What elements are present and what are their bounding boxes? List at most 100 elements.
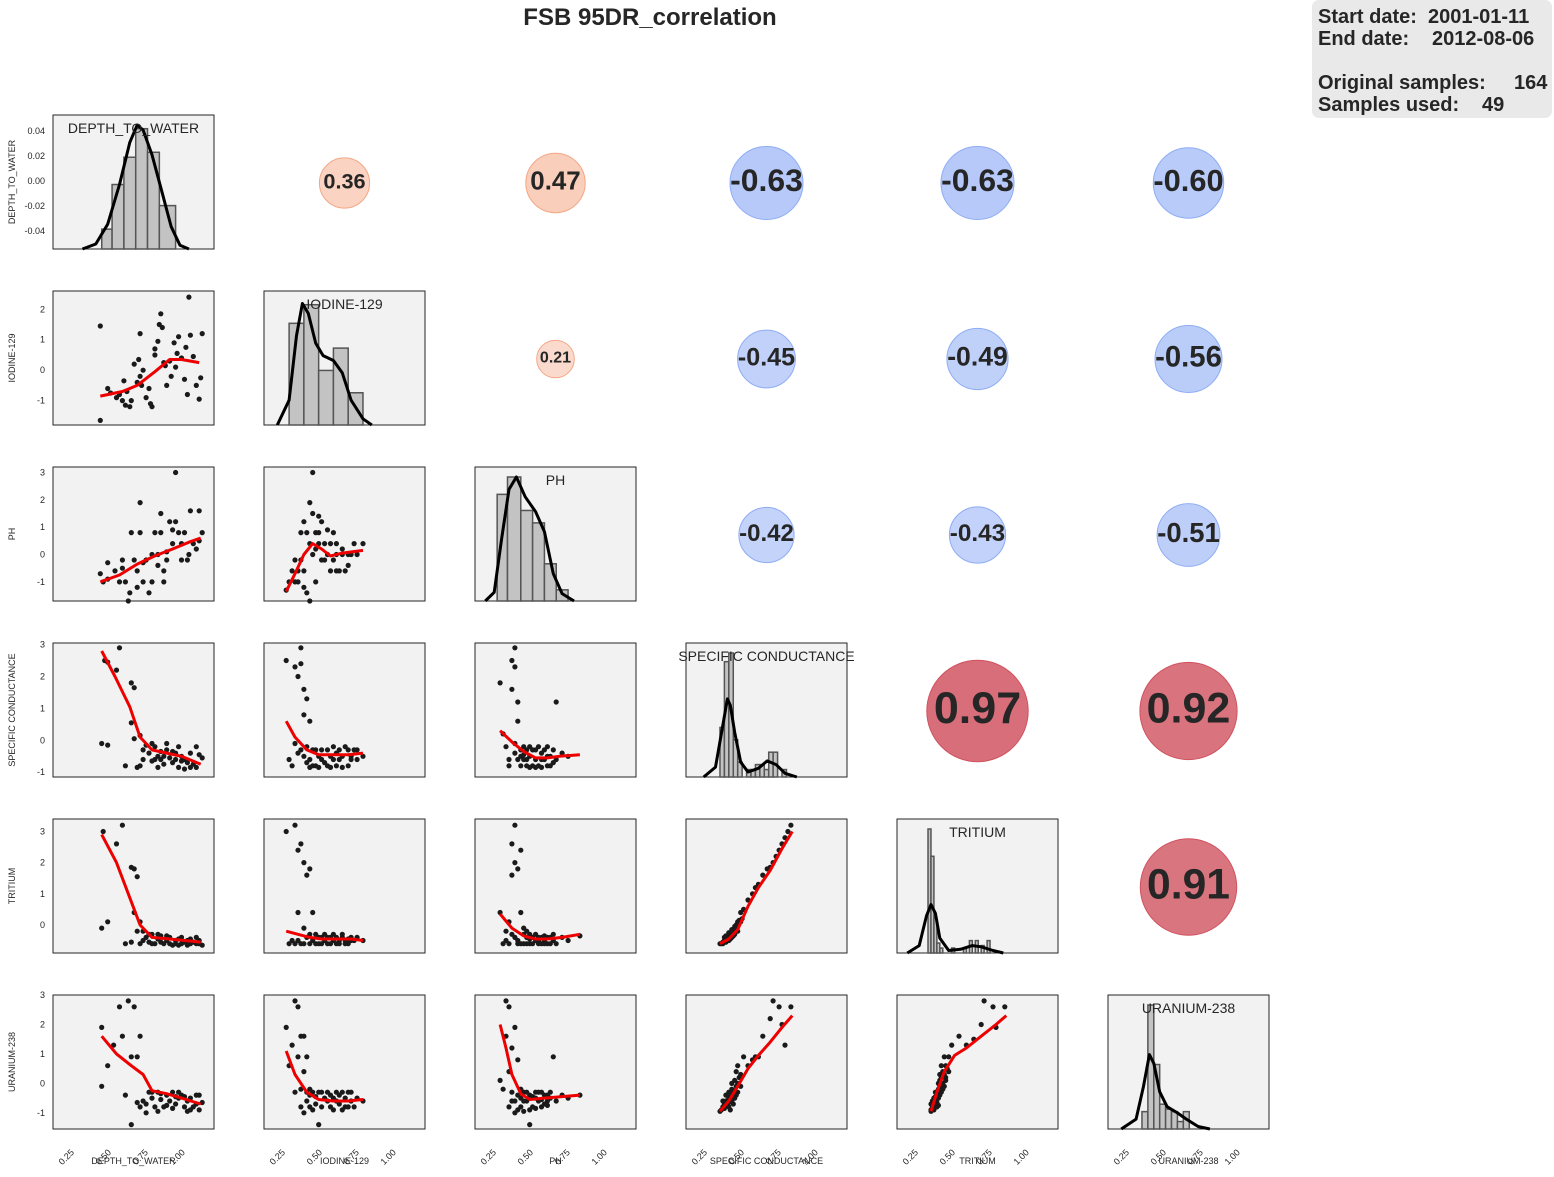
scatter-point: [336, 568, 342, 574]
scatter-point: [515, 1107, 521, 1113]
scatter-point: [198, 375, 204, 381]
scatter-point: [500, 1086, 506, 1092]
correlation-label: 0.36: [323, 168, 365, 193]
scatter-point: [497, 1077, 503, 1083]
correlation-label: -0.60: [1153, 163, 1223, 198]
scatter-point: [330, 756, 336, 763]
scatter-point: [547, 941, 553, 947]
scatter-point: [298, 747, 304, 753]
scatter-point: [176, 744, 182, 750]
start-date-value: 2001-01-11: [1428, 6, 1530, 28]
scatter-point: [348, 756, 354, 763]
scatter-point: [196, 508, 202, 514]
scatter-point: [527, 764, 533, 771]
scatter-point: [506, 1104, 512, 1110]
scatter-point: [301, 584, 307, 590]
scatter-point: [100, 828, 106, 835]
scatter-point: [342, 568, 348, 574]
scatter-point: [509, 1045, 515, 1051]
scatter-point: [295, 1054, 301, 1060]
scatter-point: [553, 1098, 559, 1104]
y-tick-label: -1: [37, 1108, 45, 1118]
scatter-point: [137, 331, 143, 337]
scatter-point: [509, 686, 515, 692]
histogram-bar: [555, 589, 569, 602]
scatter-point: [354, 747, 360, 753]
scatter-point: [199, 331, 205, 337]
scatter-point: [152, 530, 158, 536]
fit-line: [99, 358, 200, 398]
x-tick-label: 0.25: [901, 1147, 920, 1166]
scatter-point: [785, 828, 791, 835]
scatter-point: [319, 1089, 325, 1095]
scatter-point: [119, 1033, 125, 1039]
scatter-point: [506, 756, 512, 763]
scatter-point: [298, 645, 304, 651]
scatter-point: [170, 527, 176, 533]
scatter-point: [152, 756, 158, 763]
scatter-point: [553, 699, 559, 705]
correlation-circle: [525, 152, 586, 214]
scatter-point: [943, 1077, 949, 1083]
scatter-point: [788, 1004, 794, 1010]
histogram-bar: [317, 369, 335, 426]
x-tick-label: 0.25: [57, 1147, 76, 1166]
scatter-point: [131, 1004, 137, 1010]
scatter-point: [776, 1004, 782, 1010]
y-tick-label: 2: [40, 304, 45, 314]
y-tick-label: 1: [40, 1049, 45, 1059]
scatter-point: [981, 998, 987, 1004]
scatter-point: [137, 530, 143, 536]
scatter-point: [354, 551, 360, 558]
correlation-circle: [318, 157, 371, 209]
fit-line: [719, 830, 794, 946]
scatter-point: [295, 1004, 301, 1010]
scatter-point: [97, 323, 103, 329]
scatter-point: [158, 311, 164, 317]
scatter-point: [122, 1092, 128, 1098]
scatter-point: [292, 822, 298, 828]
scatter-point: [140, 367, 146, 373]
x-tick-label: 0.25: [268, 1147, 287, 1166]
scatter-point: [181, 1104, 188, 1110]
fit-line: [100, 650, 202, 766]
scatter-point: [181, 530, 188, 536]
panel-frame: [474, 994, 637, 1130]
scatter-point: [122, 579, 128, 585]
diagonal-variable-label: IODINE-129: [306, 296, 382, 312]
scatter-point: [187, 332, 193, 338]
scatter-point: [134, 874, 140, 880]
scatter-point: [342, 1104, 348, 1110]
scatter-point: [535, 1089, 542, 1095]
scatter-point: [196, 1092, 202, 1098]
scatter-point: [360, 753, 366, 759]
scatter-point: [128, 398, 134, 404]
scatter-point: [515, 941, 521, 947]
scatter-point: [512, 645, 518, 651]
scatter-point: [187, 764, 193, 771]
scatter-point: [161, 568, 167, 574]
scatter-point: [187, 750, 193, 756]
scatter-point: [128, 1122, 134, 1128]
scatter-point: [553, 941, 559, 947]
scatter-point: [289, 568, 295, 574]
scatter-point: [497, 680, 503, 686]
scatter-point: [164, 1102, 170, 1108]
scatter-point: [295, 909, 301, 916]
scatter-point: [767, 1016, 773, 1022]
scatter-point: [515, 1057, 521, 1063]
scatter-point: [147, 401, 154, 407]
scatter-point: [173, 519, 179, 525]
scatter-point: [324, 747, 331, 753]
panel-frame: [52, 466, 215, 602]
end-date-label: End date:: [1318, 28, 1410, 50]
correlation-circle: [1152, 147, 1225, 219]
scatter-point: [521, 1098, 527, 1104]
scatter-point: [298, 1104, 304, 1110]
panel-frame: [685, 818, 848, 954]
scatter-point: [181, 376, 188, 382]
scatter-point: [196, 396, 202, 402]
scatter-point: [131, 866, 137, 872]
scatter-point: [301, 1033, 307, 1039]
